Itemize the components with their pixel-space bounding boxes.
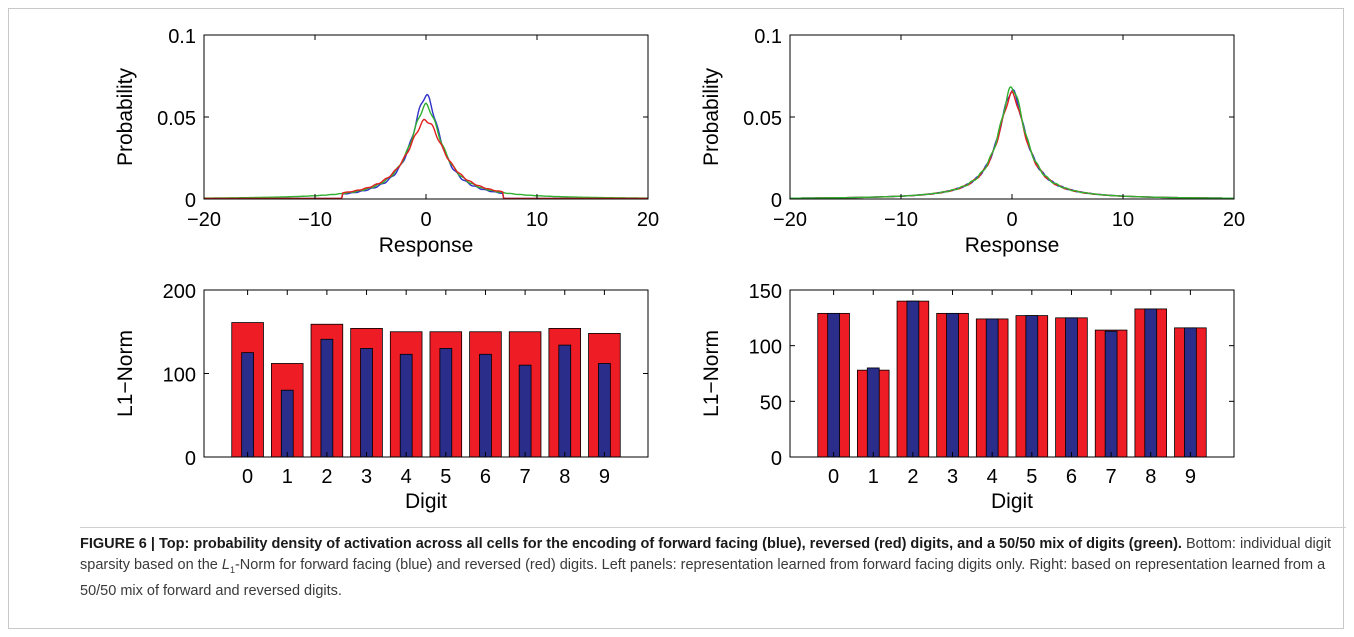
bar-blue-digit-5 (1025, 315, 1039, 458)
bar-blue-digit-2 (906, 300, 920, 458)
x-tick-label: 4 (401, 466, 412, 488)
y-axis-label: L1−Norm (114, 330, 137, 417)
bar-blue-digit-7 (518, 364, 532, 458)
x-axis-label: Response (965, 234, 1060, 257)
y-tick-label: 50 (760, 392, 782, 414)
x-tick-label: −20 (187, 209, 221, 231)
x-axis-label: Digit (405, 490, 447, 513)
x-tick-label: 3 (361, 466, 372, 488)
bar-plot-left (203, 289, 649, 458)
series-line-red (204, 118, 648, 200)
series-line-green (789, 86, 1235, 200)
x-tick-label: 2 (907, 466, 918, 488)
caption-divider (80, 527, 1346, 528)
y-tick-label: 0.1 (168, 26, 196, 48)
y-axis-label: L1−Norm (700, 330, 723, 417)
y-tick-label: 100 (749, 337, 782, 359)
bar-blue-digit-0 (241, 352, 254, 458)
x-tick-label: 3 (947, 466, 958, 488)
bar-blue-digit-1 (280, 389, 294, 458)
x-tick-label: 7 (1106, 466, 1117, 488)
bar-blue-digit-8 (1144, 308, 1158, 458)
x-tick-label: 1 (282, 466, 293, 488)
bar-blue-digit-6 (1065, 317, 1078, 458)
y-tick-label: 0 (185, 190, 196, 212)
x-tick-label: 6 (480, 466, 491, 488)
y-tick-label: 150 (749, 281, 782, 303)
x-tick-label: 8 (1145, 466, 1156, 488)
bar-blue-digit-4 (399, 353, 413, 458)
x-tick-label: 10 (526, 209, 548, 231)
plot-frame (789, 34, 1235, 200)
y-tick-label: 0.05 (743, 108, 782, 130)
series-line-red (789, 90, 1235, 200)
y-tick-label: 0.1 (754, 26, 782, 48)
bar-blue-digit-3 (946, 312, 959, 458)
x-axis-label: Digit (991, 490, 1033, 513)
x-tick-label: 0 (420, 209, 431, 231)
x-tick-label: 0 (828, 466, 839, 488)
x-tick-label: −20 (773, 209, 807, 231)
x-tick-label: 5 (1026, 466, 1037, 488)
y-axis-label: Probability (700, 67, 723, 166)
y-tick-label: 0 (185, 448, 196, 470)
x-tick-label: 7 (520, 466, 531, 488)
x-tick-label: 20 (637, 209, 659, 231)
x-tick-label: 2 (321, 466, 332, 488)
x-tick-label: 8 (559, 466, 570, 488)
series-line-blue (789, 88, 1235, 200)
x-tick-label: 10 (1112, 209, 1134, 231)
y-tick-label: 0 (771, 190, 782, 212)
density-plot-left (203, 34, 649, 200)
bar-blue-digit-9 (598, 363, 611, 458)
bar-blue-digit-6 (479, 353, 492, 458)
bar-blue-digit-3 (360, 348, 373, 458)
caption-heading: FIGURE 6 | Top: probability density of a… (80, 536, 1182, 552)
bar-blue-digit-2 (320, 338, 334, 458)
y-tick-label: 100 (163, 365, 196, 387)
caption-body-end: -Norm for forward facing (blue) and reve… (80, 557, 1326, 599)
bar-blue-digit-1 (866, 367, 880, 458)
bar-blue-digit-7 (1104, 330, 1118, 458)
x-tick-label: 20 (1223, 209, 1245, 231)
bar-plot-right (789, 289, 1235, 458)
density-plot-right (789, 34, 1235, 200)
series-line-blue (204, 93, 648, 200)
y-tick-label: 0 (771, 448, 782, 470)
caption-norm-subscript: 1 (229, 564, 235, 575)
plot-frame (203, 289, 649, 458)
x-tick-label: 0 (242, 466, 253, 488)
bar-blue-digit-5 (439, 348, 453, 458)
figure-frame (8, 8, 1344, 629)
y-tick-label: 200 (163, 281, 196, 303)
x-tick-label: 6 (1066, 466, 1077, 488)
x-axis-label: Response (379, 234, 474, 257)
x-tick-label: −10 (884, 209, 918, 231)
bar-blue-digit-4 (985, 318, 999, 458)
y-tick-label: 0.05 (157, 108, 196, 130)
figure-caption: FIGURE 6 | Top: probability density of a… (80, 534, 1335, 602)
y-axis-label: Probability (114, 67, 137, 166)
bar-blue-digit-0 (827, 312, 840, 458)
plot-frame (203, 34, 649, 200)
bar-blue-digit-8 (558, 344, 572, 458)
caption-norm-letter: L (221, 557, 230, 573)
x-tick-label: 1 (868, 466, 879, 488)
series-line-green (203, 102, 649, 200)
x-tick-label: 0 (1006, 209, 1017, 231)
bar-blue-digit-9 (1184, 327, 1197, 458)
x-tick-label: 4 (987, 466, 998, 488)
x-tick-label: 5 (440, 466, 451, 488)
x-tick-label: −10 (298, 209, 332, 231)
x-tick-label: 9 (1185, 466, 1196, 488)
plot-frame (789, 289, 1235, 458)
x-tick-label: 9 (599, 466, 610, 488)
caption-body-start: Bottom: individual digit sparsity based … (80, 536, 1332, 573)
